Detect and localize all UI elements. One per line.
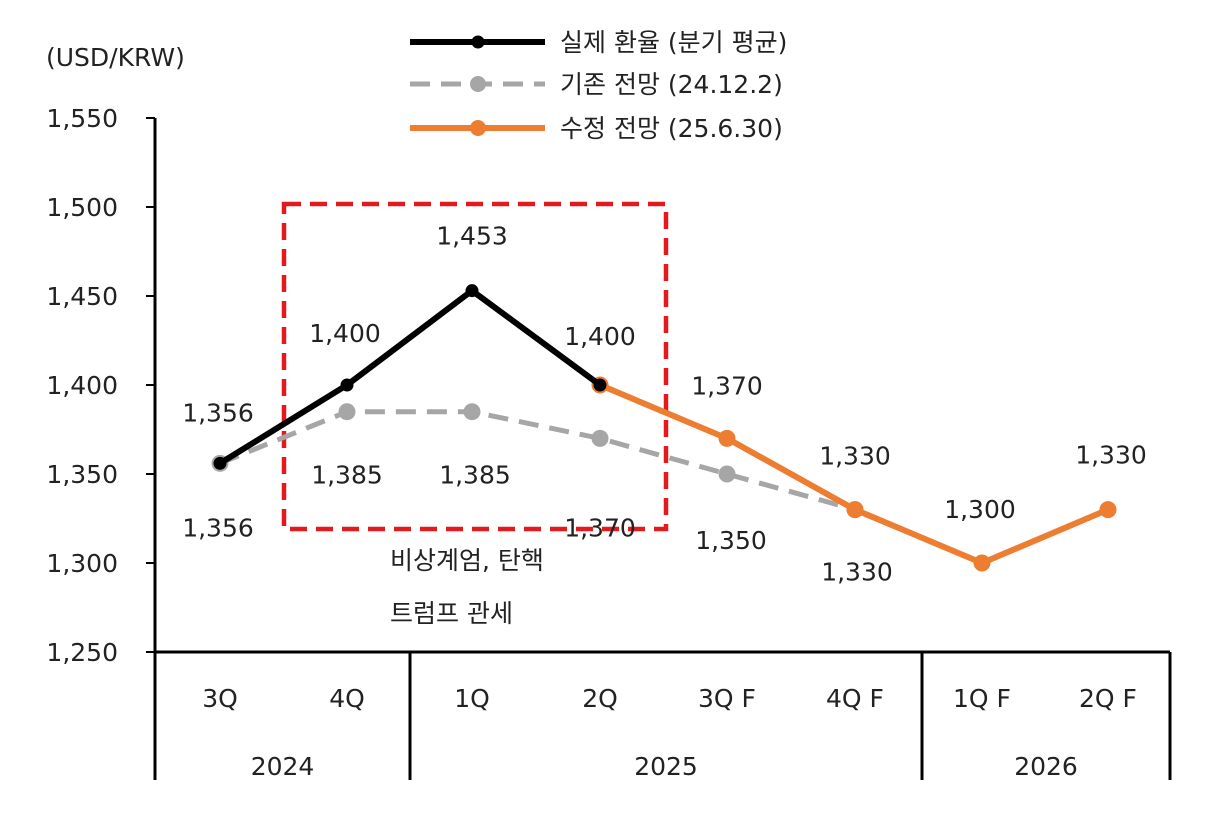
annotation-dashed-box — [281, 201, 669, 532]
legend-marker — [470, 76, 486, 92]
annotation-line-2: 트럼프 관세 — [390, 599, 513, 628]
x-year-label: 2026 — [1014, 752, 1078, 781]
y-tick-label: 1,550 — [46, 104, 118, 133]
series-point — [846, 501, 864, 519]
legend: 실제 환율 (분기 평균) 기존 전망 (24.12.2) 수정 전망 (25.6.… — [410, 28, 787, 143]
unit-label: (USD/KRW) — [46, 43, 185, 72]
data-label: 1,330 — [821, 558, 893, 587]
annotation-box — [281, 201, 669, 532]
series-point — [338, 403, 356, 421]
series-point — [1099, 501, 1117, 519]
data-label: 1,300 — [944, 495, 1016, 524]
series-2: 1,370 1,330 1,300 1,330 — [591, 371, 1147, 572]
legend-label: 기존 전망 (24.12.2) — [560, 70, 783, 99]
legend-label: 수정 전망 (25.6.30) — [560, 114, 783, 143]
series-point — [718, 429, 736, 447]
x-category-label: 4Q — [329, 684, 365, 713]
y-tick-label: 1,400 — [46, 371, 118, 400]
data-label: 1,385 — [311, 461, 383, 490]
data-label: 1,370 — [691, 371, 763, 400]
x-year-label: 2025 — [634, 752, 698, 781]
x-category-label: 2Q — [582, 684, 618, 713]
series-point — [591, 429, 609, 447]
x-category-label: 2Q F — [1079, 684, 1137, 713]
legend-marker — [470, 120, 486, 136]
y-tick-label: 1,450 — [46, 282, 118, 311]
series-point — [718, 465, 736, 483]
data-label: 1,356 — [182, 513, 254, 542]
series-point — [973, 554, 991, 572]
y-tick-label: 1,250 — [46, 638, 118, 667]
data-label: 1,330 — [819, 442, 891, 471]
y-axis: 1,550 1,500 1,450 1,400 1,350 1,300 1,250 — [46, 104, 157, 780]
series-point — [213, 456, 227, 470]
x-category-label: 4Q F — [826, 684, 884, 713]
y-tick-label: 1,350 — [46, 460, 118, 489]
data-label: 1,453 — [436, 222, 508, 251]
x-category-label: 1Q — [454, 684, 490, 713]
series-point — [593, 378, 607, 392]
data-label: 1,385 — [439, 461, 511, 490]
x-year-label: 2024 — [251, 752, 315, 781]
data-label: 1,370 — [564, 513, 636, 542]
series-layer: 1,356 1,385 1,385 1,370 1,350 1,330 1,370 1,330… — [182, 222, 1147, 587]
legend-marker — [471, 35, 485, 49]
legend-label: 실제 환율 (분기 평균) — [560, 28, 787, 57]
data-label: 1,330 — [1075, 441, 1147, 470]
x-category-label: 3Q — [202, 684, 238, 713]
series-0: 1,356 1,400 1,453 1,400 — [182, 222, 636, 470]
x-category-label: 3Q F — [698, 684, 756, 713]
series-point — [463, 403, 481, 421]
data-label: 1,350 — [695, 526, 767, 555]
data-label: 1,400 — [309, 319, 381, 348]
y-tick-label: 1,500 — [46, 193, 118, 222]
y-tick-label: 1,300 — [46, 549, 118, 578]
series-point — [465, 284, 479, 298]
annotation-line-1: 비상계엄, 탄핵 — [390, 546, 544, 575]
x-category-label: 1Q F — [953, 684, 1011, 713]
series-point — [340, 378, 354, 392]
series-line — [219, 409, 856, 513]
x-axis-table: 3Q 4Q 1Q 2Q 3Q F 4Q F 1Q F 2Q F 2024 2025 2026 — [155, 650, 1172, 781]
series-line — [218, 287, 602, 466]
data-label: 1,356 — [182, 398, 254, 427]
series-line — [598, 382, 1110, 566]
data-label: 1,400 — [564, 322, 636, 351]
